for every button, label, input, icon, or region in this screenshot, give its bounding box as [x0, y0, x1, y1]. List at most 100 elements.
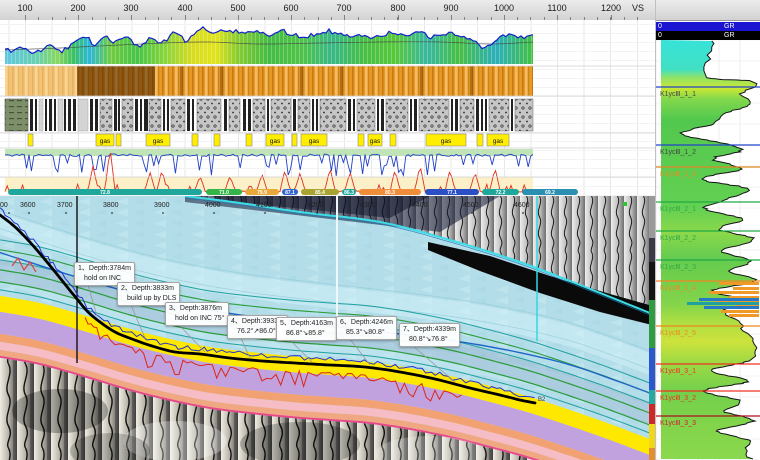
ruler-tick-label: 1100 [547, 3, 567, 13]
lithology-block [187, 99, 190, 131]
lithology-block [267, 99, 269, 131]
gas-show-box [357, 133, 365, 147]
gr-log-panel[interactable]: 0 GR 0 GR K1ycⅢ_1_1 K1ycⅢ_1_2 K1ycⅢ_1_3 K1y… [655, 0, 760, 460]
cuttings-bar [715, 300, 759, 303]
depth-tick-label: 3800 [103, 202, 119, 209]
inclination-segment [359, 189, 421, 195]
ruler-tick-label: 800 [390, 3, 406, 13]
strata-band [0, 349, 558, 460]
horizon-label[interactable]: K1ycⅢ_3_1 [660, 368, 696, 375]
dip-highlight [0, 212, 655, 378]
ruler-minor-tick [357, 17, 359, 20]
gas-total-band [5, 177, 533, 192]
well-plan-annotation[interactable]: 2、Depth:3833m build up by DLS [117, 282, 181, 306]
inclination-segment [245, 189, 279, 195]
resistivity-curve [4, 153, 534, 178]
contour-line [0, 210, 655, 354]
horizon-label[interactable]: K1ycⅢ_2_5 [660, 330, 696, 337]
inclination-segment-value: 71.0 [219, 190, 229, 196]
cuttings-bar-accent [699, 298, 759, 301]
annotation-action-text: hold on INC 75° [175, 314, 225, 322]
gas-show-box [425, 133, 467, 147]
ruler-minor-tick [304, 17, 306, 20]
log-section-panel[interactable]: gas gas gas gas gas gas gas 72.8 71.0 79.9 87.1 85.… [0, 20, 655, 197]
lithology-block [54, 99, 56, 131]
horizon-label[interactable]: K1ycⅢ_1_1 [660, 91, 696, 98]
gas-show-box [213, 133, 221, 147]
strata-line [0, 289, 655, 436]
horizon-label[interactable]: K1ycⅢ_2_1 [660, 206, 696, 213]
seismic-dark-zone [215, 196, 430, 218]
ruler-minor-tick [384, 17, 386, 20]
ruler-minor-tick [397, 17, 399, 20]
horizon-label[interactable]: K1ycⅢ_3_3 [660, 420, 696, 427]
ruler-minor-tick [517, 17, 519, 20]
inclination-segment [425, 189, 479, 195]
inclination-segment-value: 72.8 [100, 190, 110, 196]
annotation-depth-text: 7、Depth:4339m [403, 326, 456, 333]
seismic-section-panel[interactable]: B2 00 3600 3700 3800 3900 4000 4100 4200 4300 4400… [0, 196, 655, 460]
annotation-depth-text: 5、Depth:4163m [280, 320, 333, 327]
lithology-block [297, 98, 311, 132]
horizon-label[interactable]: K1ycⅢ_2_4 [660, 285, 696, 292]
ruler-major-tick [238, 15, 239, 20]
well-plan-annotation[interactable]: 7、Depth:4339m 80.8°↘76.8° [399, 323, 460, 347]
amplitude-dark-column [220, 66, 223, 96]
lithology-block [77, 98, 89, 132]
lithology-block [353, 99, 355, 131]
inclination-segment [206, 189, 242, 195]
lithology-block [148, 98, 162, 132]
ruler-minor-tick [144, 17, 146, 20]
ruler-minor-tick [277, 17, 279, 20]
ruler-minor-tick [437, 17, 439, 20]
gr-scale-min: 0 [658, 23, 662, 30]
gas-show-box [367, 133, 383, 147]
horizon-label[interactable]: K1ycⅢ_2_2 [660, 235, 696, 242]
gr-curve [678, 40, 758, 460]
ruler-tick-label: 300 [123, 3, 139, 13]
gas-show-box [476, 133, 484, 147]
well-plan-annotation[interactable]: 3、Depth:3876m hold on INC 75° [165, 302, 229, 326]
edge-strip-segment [649, 196, 655, 238]
annotation-leader [349, 338, 371, 366]
annotation-action-text: hold on INC [84, 274, 121, 282]
lithology-block [170, 98, 186, 132]
strata-band [0, 333, 605, 460]
lithology-block [121, 98, 134, 132]
gas-show-box [265, 133, 285, 147]
well-trajectory[interactable] [0, 213, 537, 405]
annotation-depth-text: 4、Depth:3933m [231, 318, 284, 325]
well-plan-annotation[interactable]: 1、Depth:3784m hold on INC [74, 262, 135, 286]
lithology-block [135, 99, 138, 131]
gas-show-label: gas [370, 138, 381, 145]
ruler-major-tick [185, 15, 186, 20]
lithology-block [68, 99, 71, 131]
lithology-block [316, 99, 318, 131]
horizon-label[interactable]: K1ycⅢ_3_2 [660, 395, 696, 402]
lithology-block [4, 98, 29, 132]
well-plan-annotation[interactable]: 6、Depth:4246m 85.3°↘80.8° [336, 316, 397, 340]
ruler-major-tick [344, 15, 345, 20]
depth-tick-dot [264, 212, 266, 214]
lithology-block [348, 99, 351, 131]
lithology-block [488, 98, 510, 132]
cuttings-bar [719, 282, 759, 285]
gas-along-well [84, 317, 462, 402]
lithology-block [167, 99, 169, 131]
depth-tick-dot [213, 212, 215, 214]
gas-show-label: gas [153, 138, 164, 145]
edge-strip-segment [649, 262, 655, 300]
horizon-label[interactable]: K1ycⅢ_1_3 [660, 171, 696, 178]
horizon-label[interactable]: K1ycⅢ_1_2 [660, 149, 696, 156]
gr-along-well [0, 207, 535, 399]
lithology-block [228, 98, 241, 132]
vs-ruler: 100 200 300 400 500 600 700 800 900 1000 1100 1200 V… [0, 0, 655, 21]
amplitude-dark-column [470, 66, 473, 96]
lithology-block [481, 99, 483, 131]
ruler-major-tick [25, 15, 26, 20]
ruler-minor-tick [64, 17, 66, 20]
horizon-label[interactable]: K1ycⅢ_2_3 [660, 264, 696, 271]
well-plan-annotation[interactable]: 5、Depth:4163m 86.8°↘85.8° [276, 317, 337, 341]
inclination-segment-value: 80.3 [385, 190, 395, 196]
ruler-minor-tick [118, 17, 120, 20]
